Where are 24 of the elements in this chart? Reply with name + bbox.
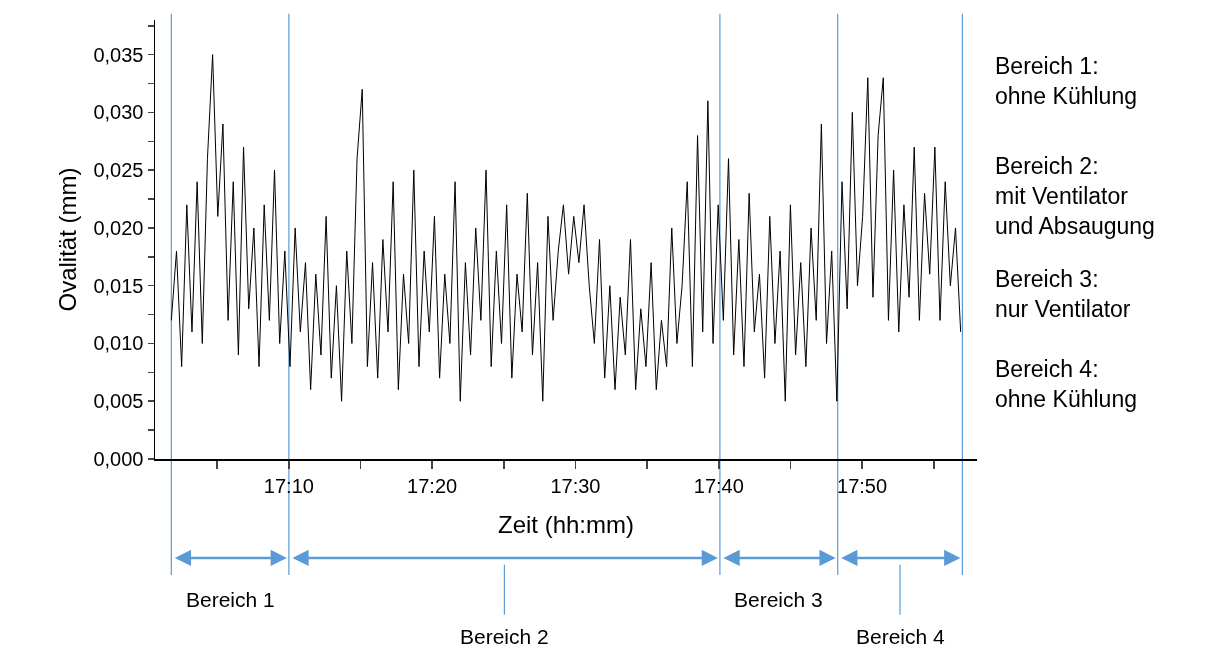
line-series <box>170 54 962 402</box>
y-tick-label: 0,020 <box>93 216 144 239</box>
y-tick-label: 0,010 <box>93 332 144 355</box>
text: Bereich 3: nur Ventilator <box>995 266 1131 322</box>
y-axis-title: Ovalität (mm) <box>53 167 81 312</box>
text: Bereich 1 <box>186 588 275 611</box>
text: Bereich 4 <box>856 625 946 648</box>
x-tick-label: 17:20 <box>407 474 458 497</box>
y-tick-label: 0,015 <box>93 274 144 297</box>
text: Bereich 2 <box>460 625 549 648</box>
x-tick-label: 17:10 <box>263 474 314 497</box>
text: Bereich 1: ohne Kühlung <box>995 53 1137 109</box>
y-tick-label: 0,030 <box>93 101 144 124</box>
x-tick-label: 17:40 <box>693 474 744 497</box>
text: Bereich 4: ohne Kühlung <box>995 356 1137 412</box>
x-tick-label: 17:30 <box>550 474 601 497</box>
y-tick-label: 0,025 <box>93 159 144 182</box>
text: Bereich 2: mit Ventilator und Absaugung <box>995 153 1155 239</box>
y-tick-label: 0,005 <box>93 390 144 413</box>
y-tick-label: 0,000 <box>93 448 144 470</box>
text: Bereich 3 <box>734 588 823 611</box>
y-tick-label: 0,035 <box>93 43 144 66</box>
x-tick-label: 17:50 <box>837 474 888 497</box>
x-axis-title: Zeit (hh:mm) <box>497 510 635 538</box>
